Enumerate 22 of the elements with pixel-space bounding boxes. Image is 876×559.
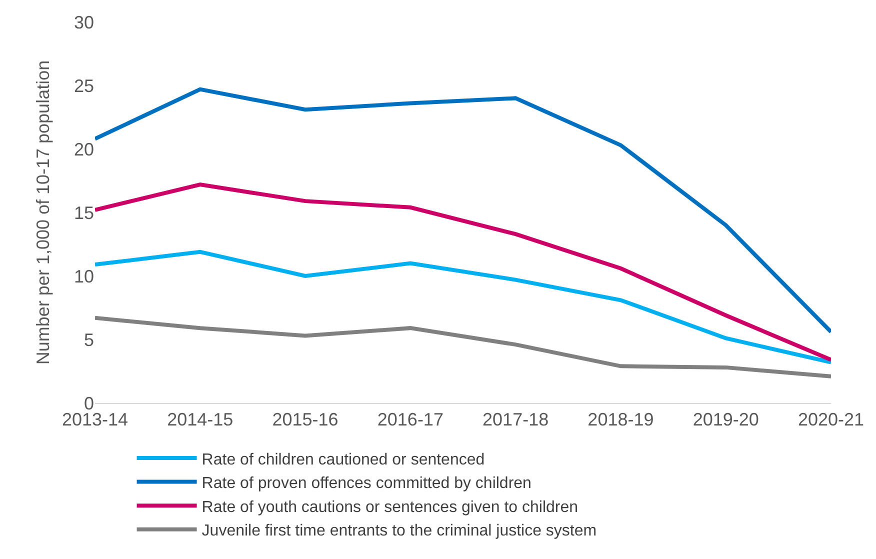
x-tick-label: 2020-21	[798, 410, 864, 430]
y-axis-title: Number per 1,000 of 10-17 population	[33, 60, 53, 365]
legend-label: Rate of children cautioned or sentenced	[202, 451, 485, 468]
legend-label: Juvenile first time entrants to the criminal justice system	[202, 522, 597, 540]
x-tick-label: 2017-18	[482, 410, 549, 430]
legend-label: Rate of proven offences committed by children	[202, 475, 532, 492]
y-tick-label: 20	[74, 139, 94, 160]
line-series	[95, 182, 831, 362]
x-tick-label: 2014-15	[167, 410, 234, 430]
x-tick-label: 2015-16	[272, 410, 338, 430]
line-series	[95, 316, 831, 378]
y-tick-label: 25	[74, 76, 94, 96]
legend-label: Rate of youth cautions or sentences given to children	[202, 498, 578, 516]
line-series	[95, 87, 831, 334]
x-tick-label: 2016-17	[377, 410, 444, 430]
x-tick-label: 2018-19	[588, 410, 654, 430]
line-series	[95, 250, 831, 364]
y-tick-label: 10	[74, 266, 94, 286]
y-tick-label: 15	[74, 202, 94, 223]
y-tick-label: 30	[74, 12, 94, 32]
y-tick-label: 5	[84, 330, 94, 350]
x-tick-label: 2019-20	[692, 410, 759, 430]
